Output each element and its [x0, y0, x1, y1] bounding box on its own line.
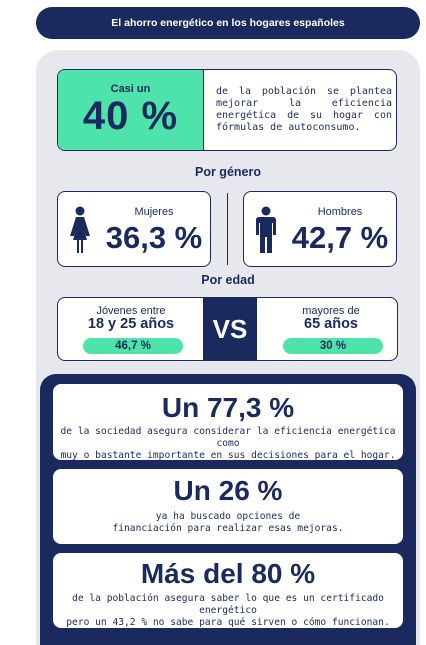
stat-3-line2: pero un 43,2 % no sabe para qué sirven o… — [66, 617, 390, 628]
stat-1-line2: muy o bastante importante en sus decisio… — [60, 450, 396, 461]
age-card: Jóvenes entre 18 y 25 años 46,7 % VS may… — [57, 297, 398, 361]
woman-icon — [70, 206, 90, 253]
older-group: mayores de 65 años 30 % — [261, 298, 397, 360]
man-icon — [256, 206, 276, 253]
intro-card: Casi un 40 % de la población se plantea … — [57, 69, 397, 151]
stat-2-value: Un 26 % — [173, 475, 283, 506]
older-line1: mayores de — [302, 305, 360, 317]
stat-3-value: Más del 80 % — [140, 558, 316, 589]
women-label: Mujeres — [134, 206, 174, 218]
stat-1-value: Un 77,3 % — [161, 392, 295, 423]
young-line2: 18 y 25 años — [87, 316, 175, 332]
intro-highlight: Casi un 40 % — [58, 70, 204, 150]
older-line2: 65 años — [304, 316, 358, 332]
intro-prefix: Casi un — [110, 83, 151, 95]
stat-card-3: Más del 80 % de la población asegura sab… — [53, 553, 403, 628]
vs-badge: VS — [203, 298, 257, 360]
men-label: Hombres — [317, 206, 363, 218]
women-card: Mujeres 36,3 % — [57, 191, 211, 267]
stat-card-2: Un 26 % ya ha buscado opciones de financ… — [53, 469, 403, 544]
men-value: 42,7 % — [291, 220, 389, 255]
young-group: Jóvenes entre 18 y 25 años 46,7 % — [61, 298, 201, 360]
age-heading: Por edad — [201, 273, 255, 287]
stat-2-line1: ya ha buscado opciones de — [155, 511, 301, 522]
stat-2-line2: financiación para realizar esas mejoras. — [112, 523, 344, 534]
stat-1-line1: de la sociedad asegura considerar la efi… — [60, 426, 396, 449]
older-value-badge: 30 % — [283, 338, 383, 354]
stat-card-1: Un 77,3 % de la sociedad asegura conside… — [53, 384, 403, 461]
intro-value: 40 % — [82, 94, 179, 138]
gender-divider — [227, 193, 229, 265]
men-card: Hombres 42,7 % — [243, 191, 397, 267]
young-line1: Jóvenes entre — [96, 305, 166, 317]
gender-heading: Por género — [195, 165, 261, 179]
young-value-badge: 46,7 % — [83, 338, 183, 354]
women-value: 36,3 % — [105, 220, 203, 255]
page-title: El ahorro energético en los hogares espa… — [36, 7, 420, 39]
intro-description: de la población se plantea mejorar la ef… — [216, 86, 392, 133]
stat-3-line1: de la población asegura saber lo que es … — [72, 593, 384, 616]
